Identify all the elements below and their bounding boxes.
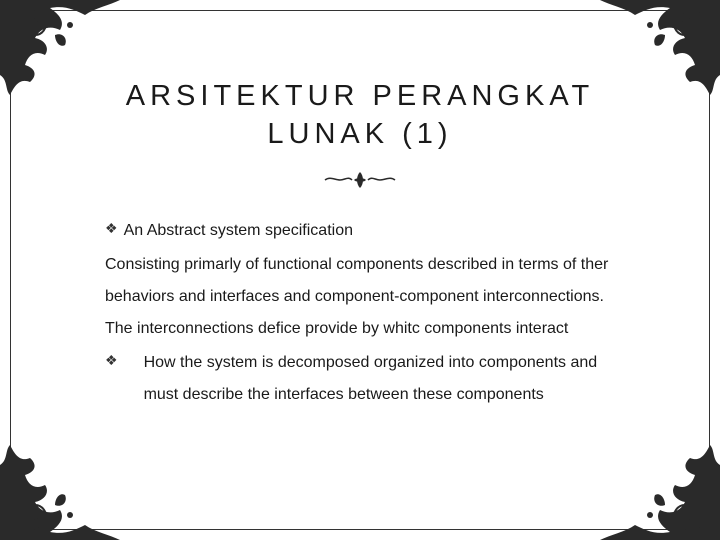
divider-ornament (320, 168, 400, 192)
bullet-item-2: ❖ How the system is decomposed organized… (105, 347, 625, 411)
paragraph-1: Consisting primarly of functional compon… (105, 249, 625, 345)
slide-content: ❖ An Abstract system specification Consi… (105, 215, 625, 413)
bullet-text-1: An Abstract system specification (124, 215, 625, 247)
corner-ornament-bottom-left (0, 440, 120, 540)
diamond-bullet-icon: ❖ (105, 347, 118, 374)
slide-title: ARSITEKTUR PERANGKAT LUNAK (1) (60, 78, 660, 153)
bullet-item-1: ❖ An Abstract system specification (105, 215, 625, 247)
corner-ornament-bottom-right (600, 440, 720, 540)
bullet-text-2: How the system is decomposed organized i… (144, 347, 625, 411)
diamond-bullet-icon: ❖ (105, 215, 118, 242)
slide-container: ARSITEKTUR PERANGKAT LUNAK (1) ❖ An Abst… (0, 0, 720, 540)
